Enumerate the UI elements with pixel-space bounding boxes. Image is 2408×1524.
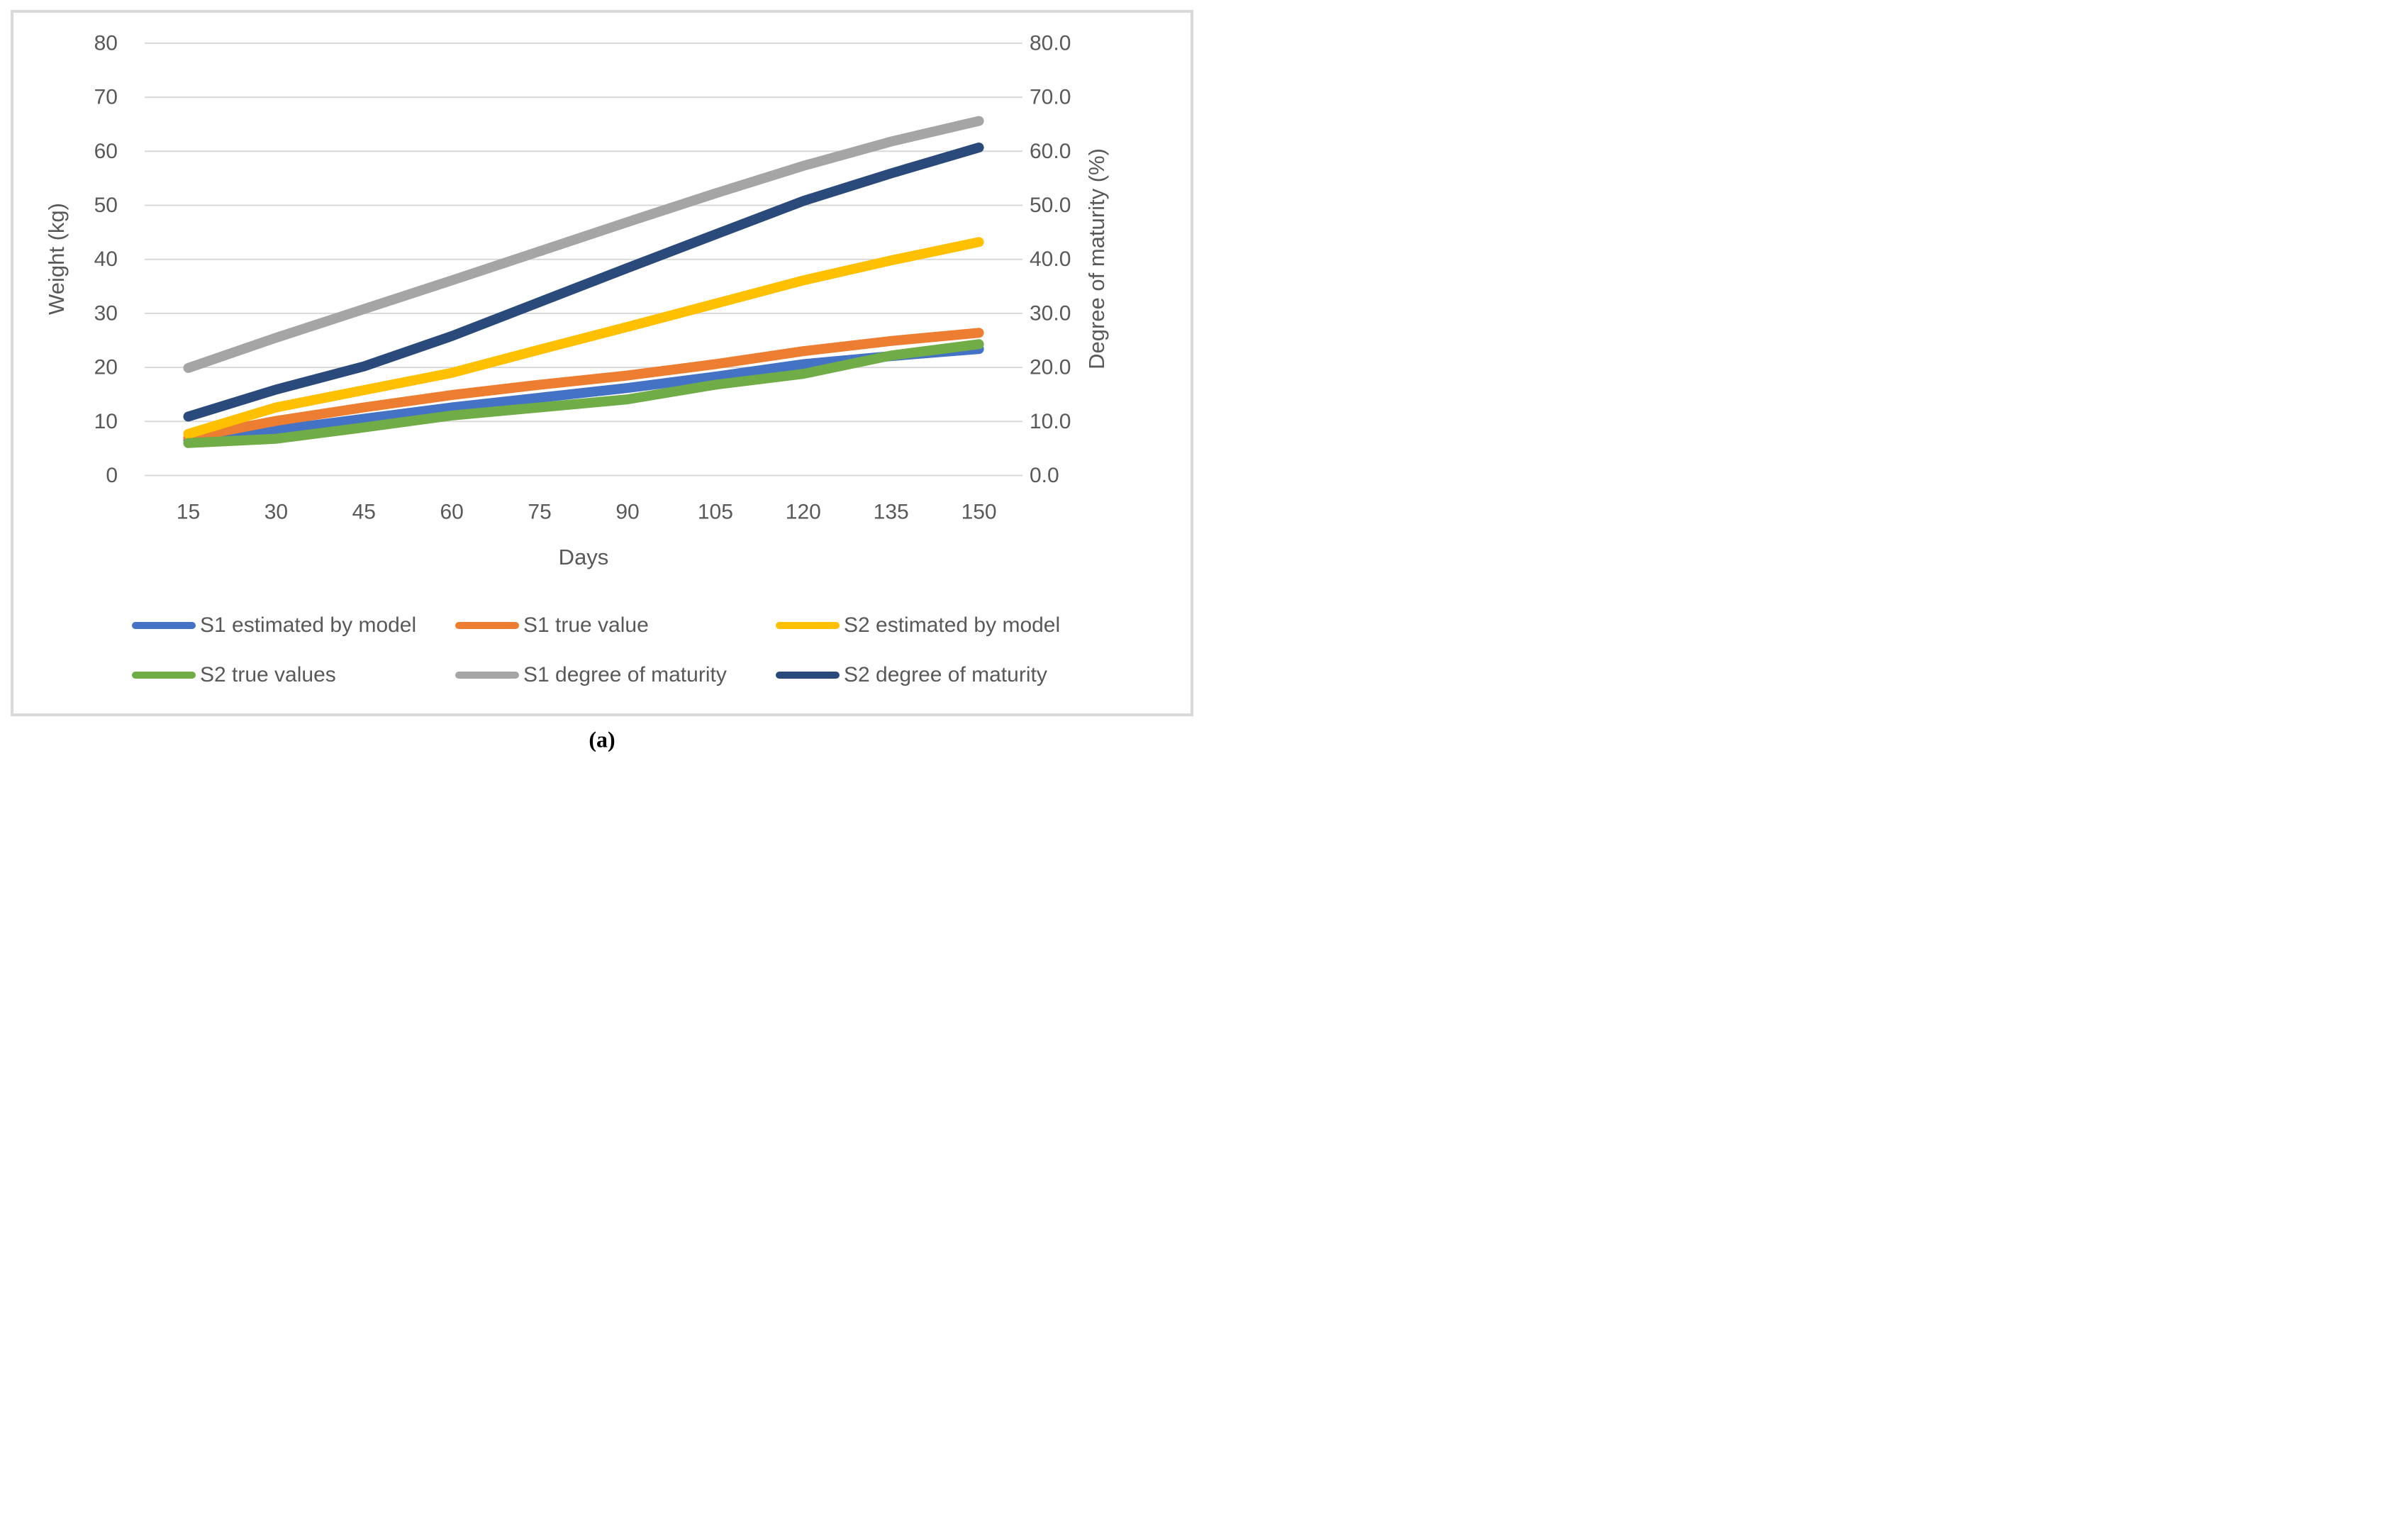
y-axis-right-tick-label: 70.0 [1030, 86, 1071, 109]
x-axis-tick-label: 15 [177, 501, 200, 524]
y-axis-left-tick-label: 10 [94, 410, 118, 433]
x-axis-tick-label: 75 [528, 501, 551, 524]
legend-line-swatch [455, 672, 519, 679]
y-axis-left-tick-label: 0 [106, 464, 118, 487]
x-axis-tick-label: 135 [874, 501, 909, 524]
legend-label: S1 true value [523, 613, 649, 637]
series-line-s1-true-value [183, 328, 984, 443]
series-line-s2-true-values [183, 339, 984, 448]
figure-caption: (a) [589, 726, 615, 752]
line-chart-plot: 0 10 20 30 40 50 60 70 80 0.0 10.0 20.0 30.0 40.0 50.0… [94, 31, 1071, 524]
legend-label: S1 estimated by model [200, 613, 417, 637]
x-axis-tick-label: 120 [786, 501, 821, 524]
x-axis-tick-label: 105 [698, 501, 733, 524]
x-axis-title: Days [558, 545, 609, 569]
legend-line-swatch [455, 622, 519, 629]
y-axis-title-right: Degree of maturity (%) [1084, 148, 1109, 369]
y-axis-right-tick-label: 80.0 [1030, 31, 1071, 55]
y-axis-right-tick-label: 60.0 [1030, 140, 1071, 163]
y-axis-right-tick-label: 30.0 [1030, 301, 1071, 325]
y-axis-right-tick-label: 10.0 [1030, 410, 1071, 433]
y-axis-right-tick-label: 40.0 [1030, 247, 1071, 271]
y-axis-left-tick-label: 50 [94, 194, 118, 217]
x-axis-tick-label: 60 [440, 501, 464, 524]
legend-label: S2 degree of maturity [844, 663, 1047, 686]
series-line-s2-degree-of-maturity [183, 143, 984, 422]
legend-line-swatch [776, 622, 840, 629]
series-line-s2-estimated-by-model [183, 237, 984, 439]
legend-line-swatch [776, 672, 840, 679]
y-axis-left-tick-label: 20 [94, 356, 118, 379]
x-axis-tick-label: 150 [961, 501, 997, 524]
legend-label: S2 estimated by model [844, 613, 1061, 637]
y-axis-right-tick-label: 0.0 [1030, 464, 1059, 487]
legend-line-swatch [132, 622, 196, 629]
y-axis-left-tick-label: 40 [94, 247, 118, 271]
legend-line-swatch [132, 672, 196, 679]
series-line-s1-degree-of-maturity [183, 116, 984, 373]
y-axis-right-tick-label: 20.0 [1030, 356, 1071, 379]
y-axis-right-tick-label: 50.0 [1030, 194, 1071, 217]
y-axis-left-tick-label: 30 [94, 301, 118, 325]
x-axis-tick-label: 90 [615, 501, 639, 524]
y-axis-left-tick-label: 80 [94, 31, 118, 55]
y-axis-title-left: Weight (kg) [44, 203, 69, 315]
y-axis-left-tick-label: 70 [94, 86, 118, 109]
x-axis-tick-label: 45 [352, 501, 376, 524]
legend-label: S2 true values [200, 663, 336, 686]
legend-label: S1 degree of maturity [523, 663, 727, 686]
x-axis-tick-label: 30 [264, 501, 288, 524]
y-axis-left-tick-label: 60 [94, 140, 118, 163]
